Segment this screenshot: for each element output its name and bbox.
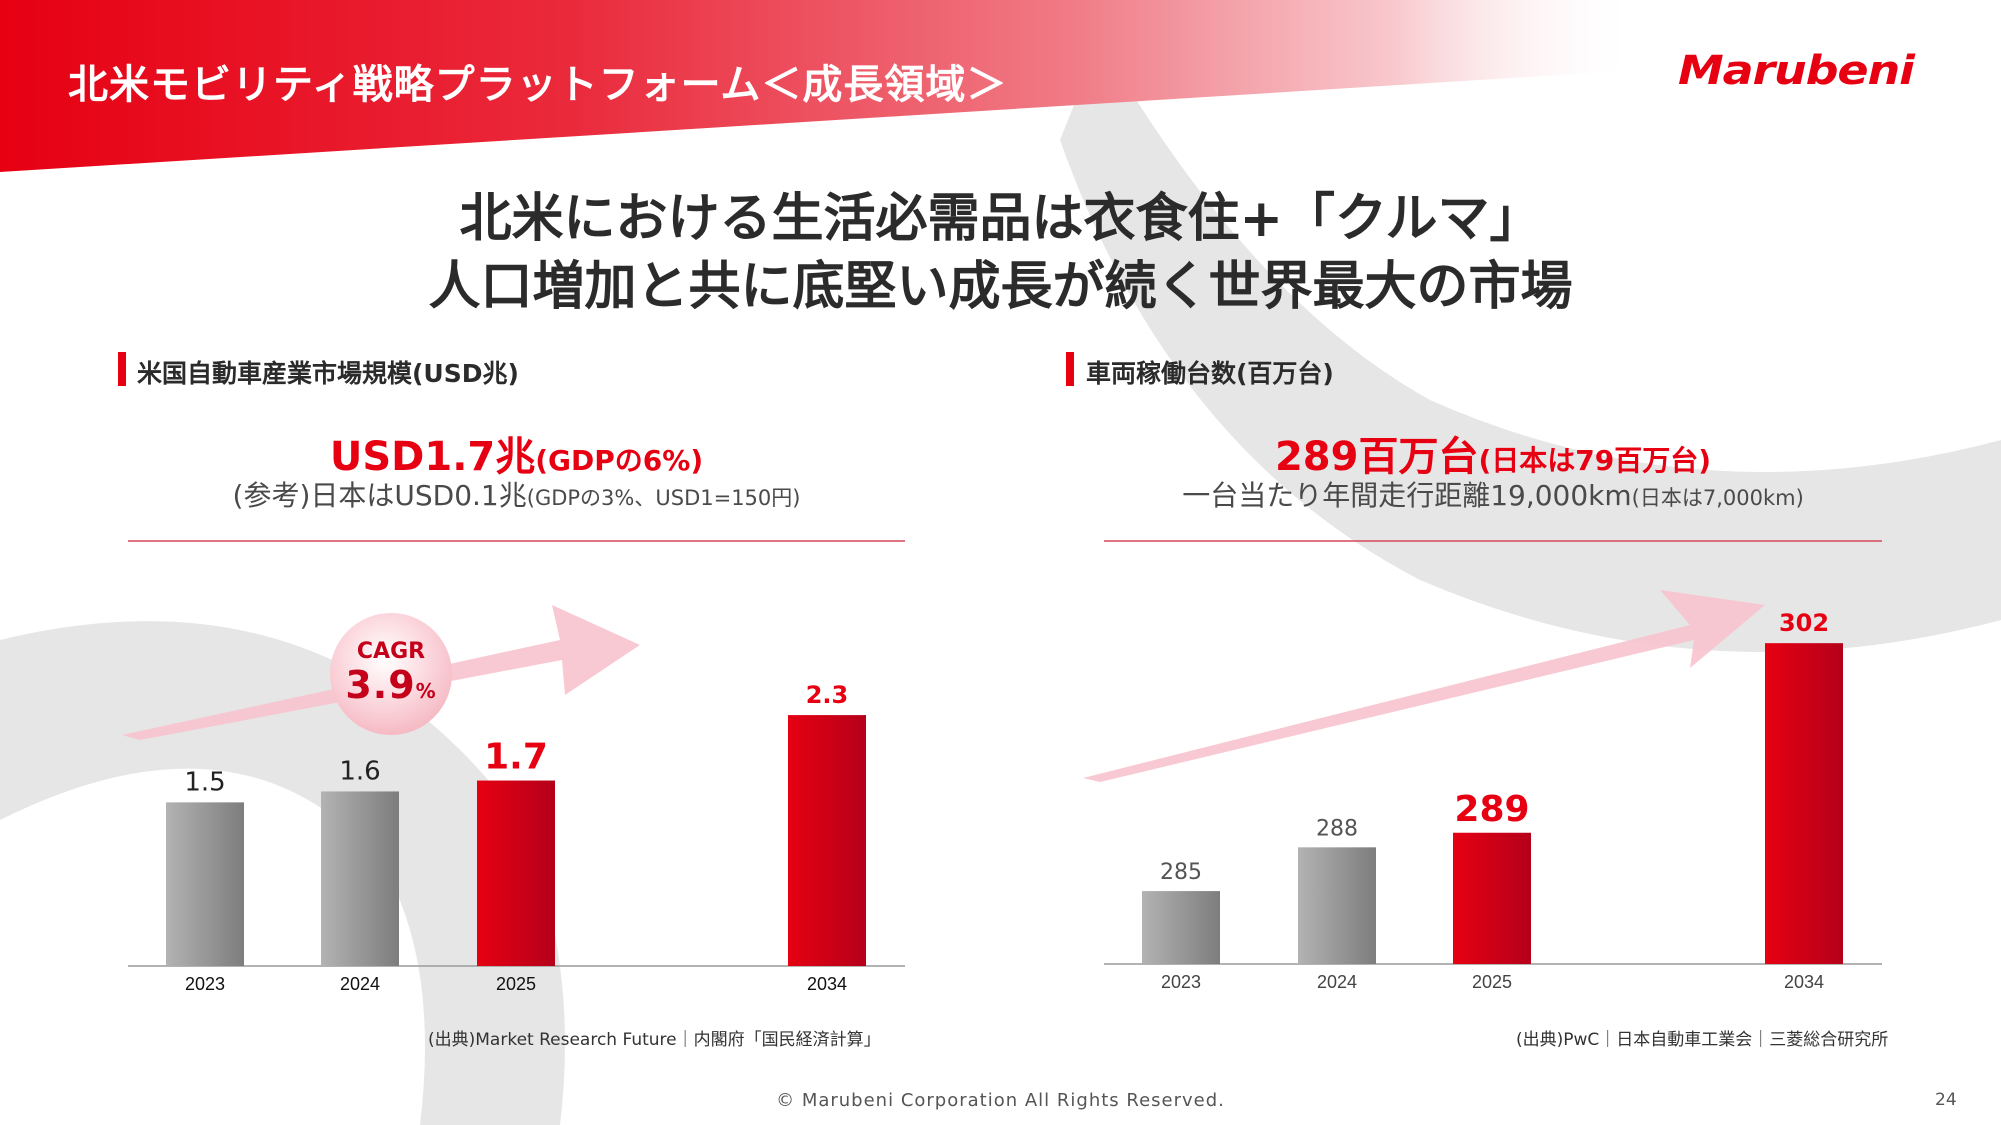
data-label-2024: 1.6 [339,756,380,786]
cagr-label: CAGR [356,639,426,664]
sub-left: (参考)日本はUSD0.1兆(GDPの3%、USD1=150円) [128,474,905,514]
tick-label-2025: 2025 [1472,972,1512,992]
tick-label-2024: 2024 [340,974,380,994]
sub-right: 一台当たり年間走行距離19,000km(日本は7,000km) [1104,474,1882,514]
bar-2024 [1298,847,1376,964]
headline-line-1: 北米における生活必需品は衣食住+「クルマ」 [459,189,1542,249]
tick-label-2034: 2034 [807,974,847,994]
sub-right-main: 一台当たり年間走行距離19,000km [1182,479,1632,512]
cagr-value-wrap: 3.9% [330,663,452,707]
section-title-left: 米国自動車産業市場規模(USD兆) [137,359,519,388]
cagr-badge: CAGR 3.9% [330,613,452,735]
tick-label-2023: 2023 [185,974,225,994]
tick-label-2025: 2025 [496,974,536,994]
section-marker-left [118,352,126,386]
page-number: 24 [1935,1090,1957,1110]
marubeni-logo: Marubeni [1678,48,1915,94]
kpi-right: 289百万台(日本は79百万台) [1104,424,1882,482]
tick-label-2034: 2034 [1784,972,1824,992]
tick-label-2023: 2023 [1161,972,1201,992]
sub-left-note: (GDPの3%、USD1=150円) [526,486,801,510]
headline-line-2: 人口増加と共に底堅い成長が続く世界最大の市場 [428,257,1573,317]
bar-2034 [788,715,866,966]
sub-right-note: (日本は7,000km) [1631,486,1804,510]
cagr-unit: % [415,679,437,703]
copyright-footer: © Marubeni Corporation All Rights Reserv… [776,1090,1225,1111]
kpi-left-note: (GDPの6%) [535,444,704,477]
page-title: 北米モビリティ戦略プラットフォーム＜成長領域＞ [68,62,1008,108]
data-label-2025: 1.7 [484,737,548,778]
data-label-2025: 289 [1454,789,1529,830]
data-label-2034: 302 [1779,609,1829,637]
bar-2025 [1453,832,1531,964]
bar-2023 [166,802,244,966]
tick-label-2024: 2024 [1317,972,1357,992]
data-label-2023: 285 [1160,860,1202,885]
data-label-2034: 2.3 [806,681,849,709]
sub-left-main: (参考)日本はUSD0.1兆 [232,479,527,512]
bar-2025 [477,780,555,966]
bar-2023 [1142,891,1220,964]
kpi-right-value: 289百万台 [1274,434,1479,480]
cagr-value: 3.9 [345,663,416,707]
source-right: (出典)PwC｜日本自動車工業会｜三菱総合研究所 [1516,1030,1889,1050]
section-marker-right [1066,352,1074,386]
bar-2034 [1765,643,1843,964]
source-left: (出典)Market Research Future｜内閣府「国民経済計算」 [428,1030,881,1050]
data-label-2023: 1.5 [184,767,225,797]
bar-2024 [321,791,399,966]
section-title-right: 車両稼働台数(百万台) [1086,359,1334,388]
kpi-right-note: (日本は79百万台) [1478,444,1712,477]
kpi-left-value: USD1.7兆 [329,434,536,480]
data-label-2024: 288 [1316,816,1358,841]
kpi-left: USD1.7兆(GDPの6%) [128,424,905,482]
